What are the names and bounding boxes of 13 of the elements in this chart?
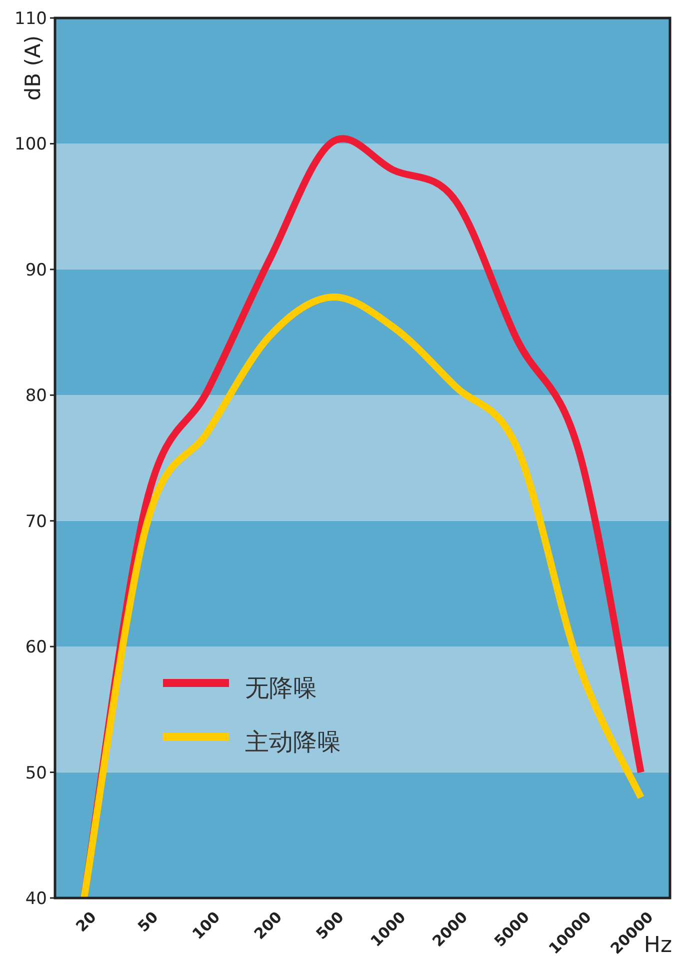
legend-label: 主动降噪 — [245, 728, 341, 756]
y-tick-label: 60 — [25, 638, 47, 658]
y-tick-label: 100 — [14, 134, 47, 155]
y-tick-label: 40 — [25, 889, 47, 909]
y-tick-label: 70 — [25, 512, 47, 532]
y-tick-label: 80 — [25, 386, 47, 406]
y-tick-label: 110 — [14, 9, 47, 29]
x-tick-label: 50 — [134, 908, 162, 936]
y-tick-label: 90 — [25, 260, 47, 280]
y-tick-label: 50 — [25, 763, 47, 784]
x-tick-label: 20 — [72, 908, 100, 936]
y-axis-title: dB (A) — [21, 35, 45, 101]
legend-label: 无降噪 — [245, 674, 317, 702]
